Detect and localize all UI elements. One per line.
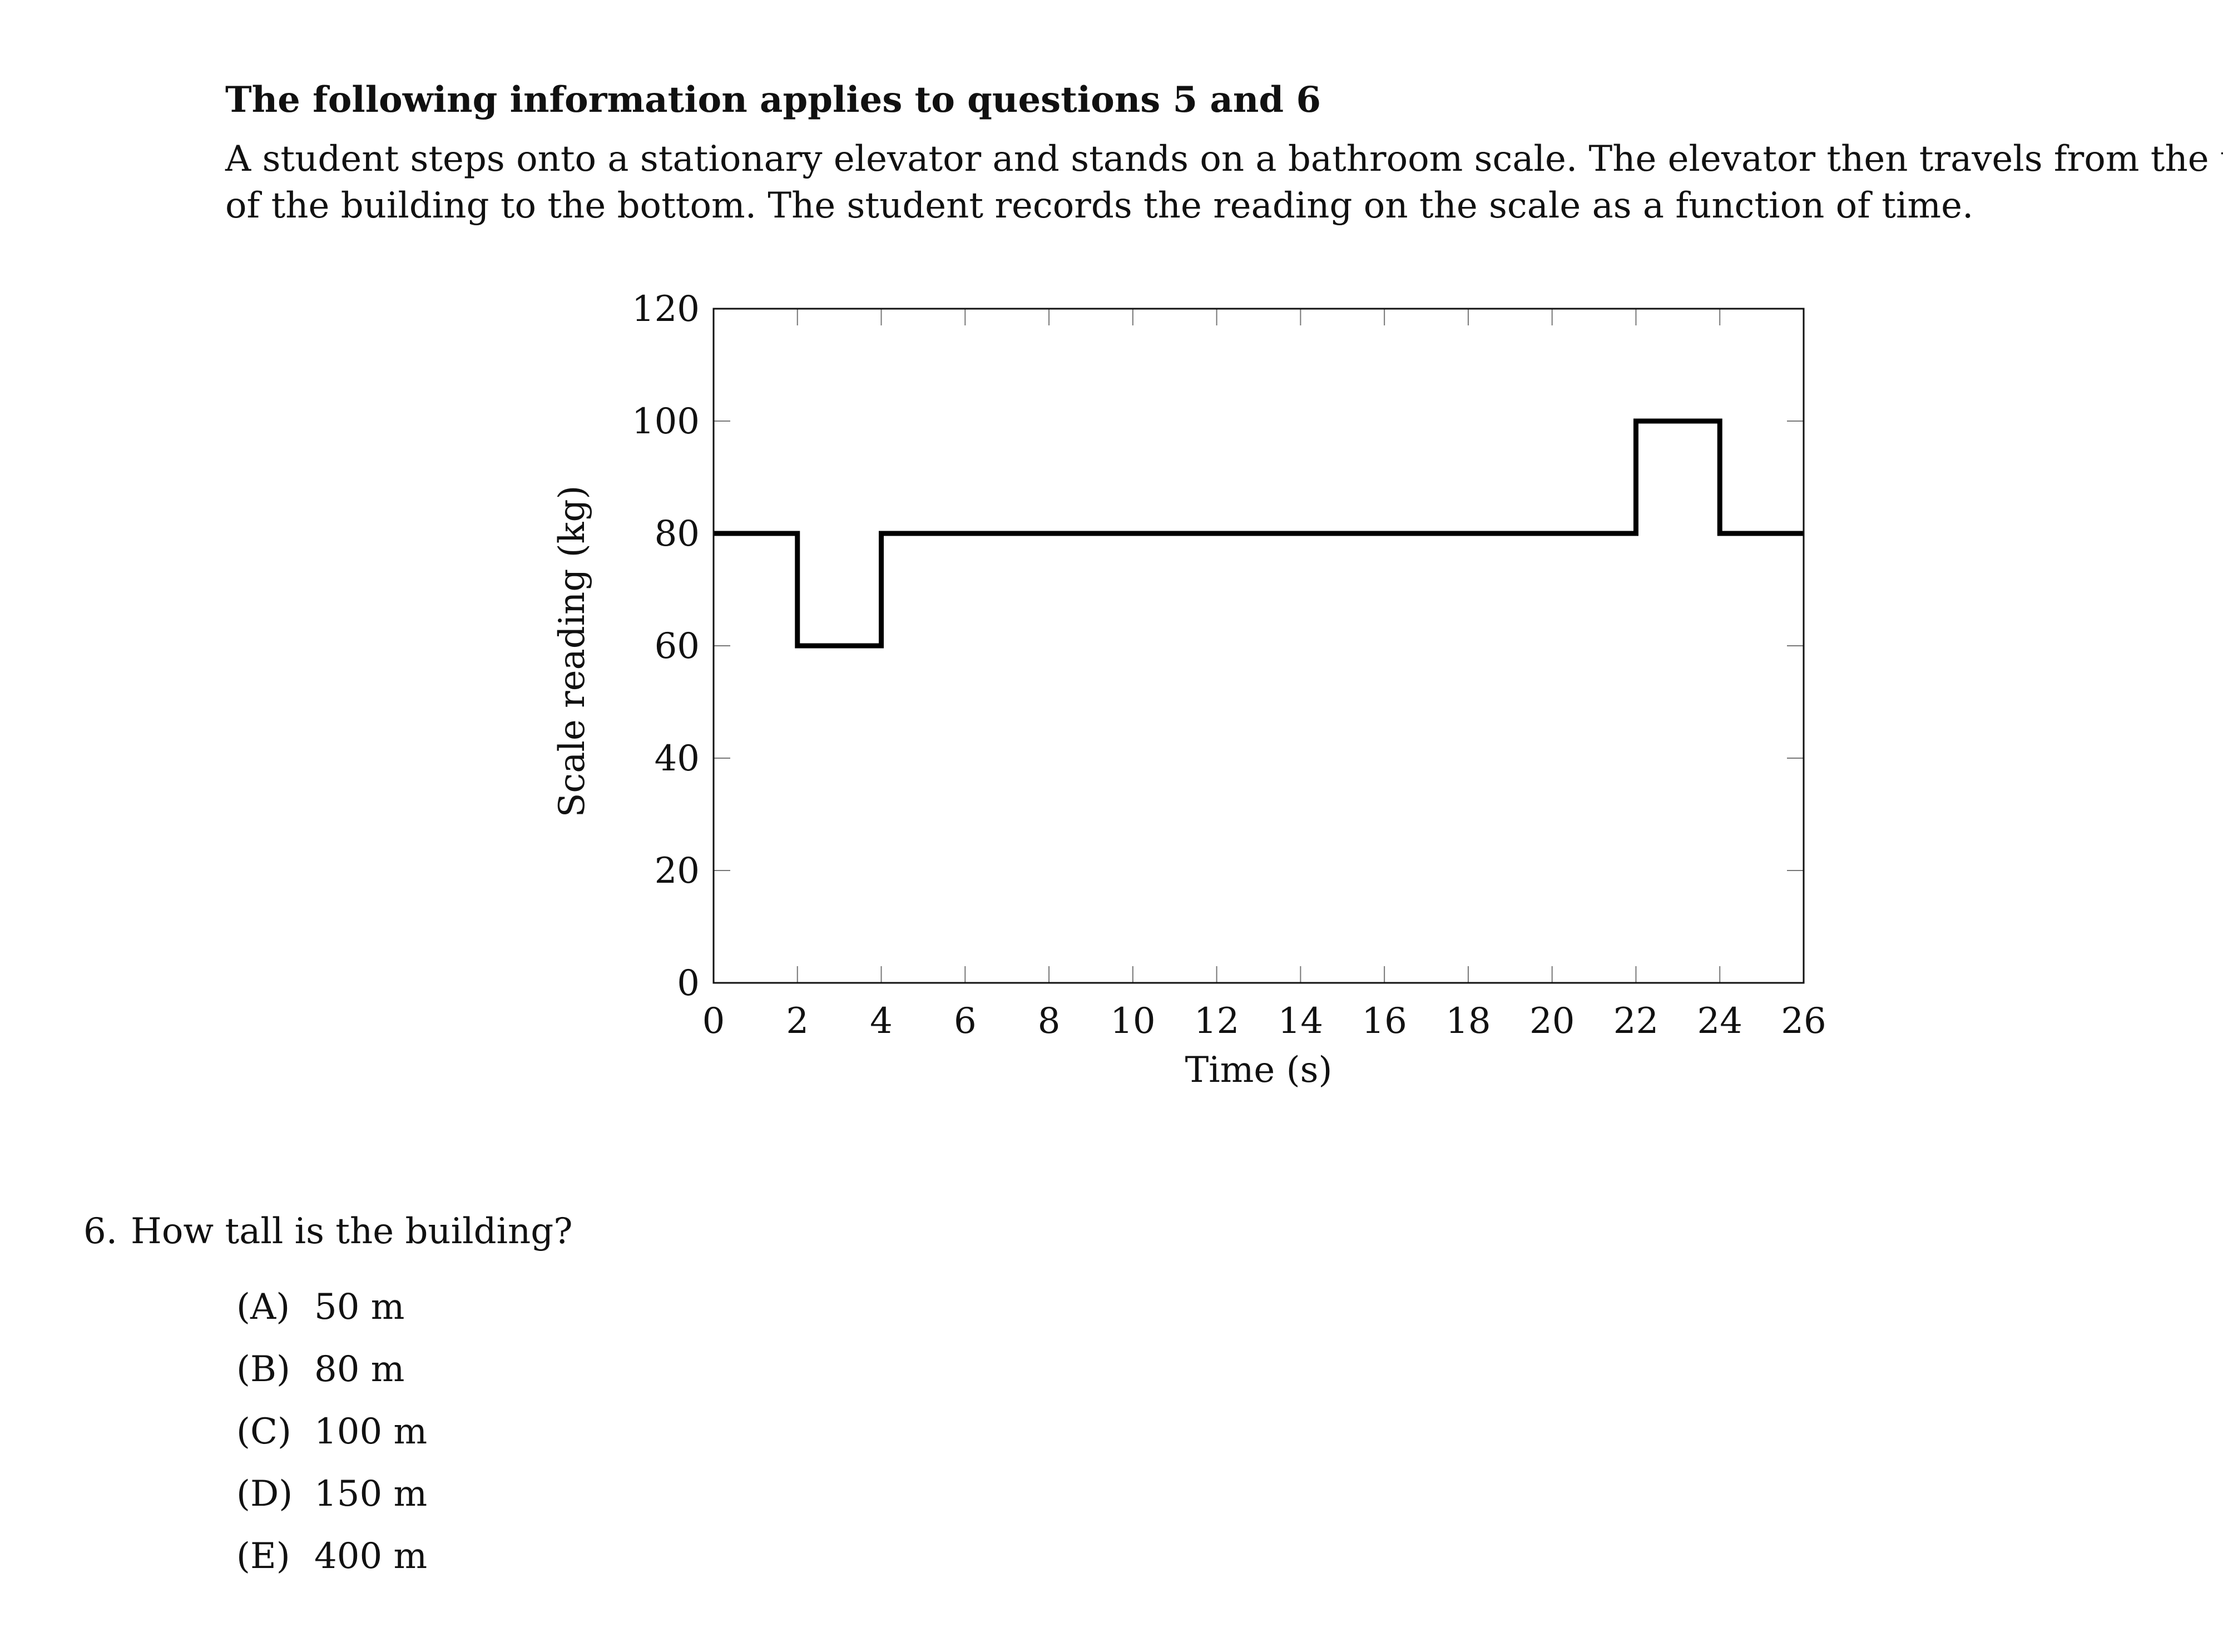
- x-tick-label: 6: [954, 1001, 977, 1042]
- choice-text: 80 m: [314, 1349, 405, 1390]
- info-paragraph-line-2: of the building to the bottom. The stude…: [225, 185, 1974, 226]
- y-tick-label: 20: [655, 850, 700, 892]
- x-tick-label: 14: [1278, 1001, 1323, 1042]
- y-tick-label: 60: [655, 626, 700, 667]
- answer-choice-e[interactable]: (E) 400 m: [236, 1533, 427, 1595]
- x-tick-label: 12: [1194, 1001, 1239, 1042]
- choice-text: 400 m: [314, 1536, 428, 1577]
- chart-series: [714, 418, 1804, 649]
- x-tick-label: 26: [1781, 1001, 1826, 1042]
- question-text: How tall is the building?: [131, 1211, 573, 1252]
- choice-letter: (D): [236, 1473, 293, 1515]
- y-tick-label: 40: [655, 738, 700, 779]
- y-tick-label: 120: [632, 289, 700, 330]
- choice-letter: (B): [236, 1349, 290, 1390]
- x-tick-label: 8: [1038, 1001, 1061, 1042]
- y-tick-label: 0: [677, 963, 700, 1004]
- answer-choice-a[interactable]: (A) 50 m: [236, 1284, 427, 1346]
- plot-frame: [712, 308, 1805, 984]
- x-tick-label: 4: [870, 1001, 893, 1042]
- x-tick-label: 16: [1361, 1001, 1407, 1042]
- choice-text: 150 m: [314, 1473, 428, 1515]
- x-tick-label: 0: [702, 1001, 725, 1042]
- x-tick-label: 18: [1445, 1001, 1491, 1042]
- answer-choices: (A) 50 m (B) 80 m (C) 100 m (D) 150 m (E…: [236, 1284, 427, 1595]
- choice-letter: (E): [236, 1536, 290, 1577]
- question-number: 6.: [83, 1211, 118, 1252]
- choice-letter: (A): [236, 1287, 290, 1328]
- question-6: 6. How tall is the building?: [83, 1208, 573, 1255]
- scale-reading-series-line: [714, 418, 1804, 649]
- choice-letter: (C): [236, 1411, 291, 1452]
- x-axis-label: Time (s): [1185, 1050, 1333, 1091]
- answer-choice-c[interactable]: (C) 100 m: [236, 1408, 427, 1471]
- y-axis-label: Scale reading (kg): [552, 486, 593, 818]
- answer-choice-d[interactable]: (D) 150 m: [236, 1471, 427, 1533]
- x-tick-label: 20: [1529, 1001, 1575, 1042]
- info-paragraph: A student steps onto a stationary elevat…: [225, 136, 2223, 229]
- x-tick-label: 2: [786, 1001, 809, 1042]
- choice-text: 100 m: [314, 1411, 428, 1452]
- x-tick-label: 10: [1110, 1001, 1155, 1042]
- answer-choice-b[interactable]: (B) 80 m: [236, 1346, 427, 1408]
- y-tick-label: 80: [655, 513, 700, 555]
- y-tick-label: 100: [632, 401, 700, 442]
- choice-text: 50 m: [314, 1287, 405, 1328]
- x-tick-label: 22: [1613, 1001, 1658, 1042]
- x-tick-label: 24: [1697, 1001, 1742, 1042]
- info-paragraph-line-1: A student steps onto a stationary elevat…: [225, 139, 2223, 180]
- info-heading: The following information applies to que…: [225, 79, 1321, 121]
